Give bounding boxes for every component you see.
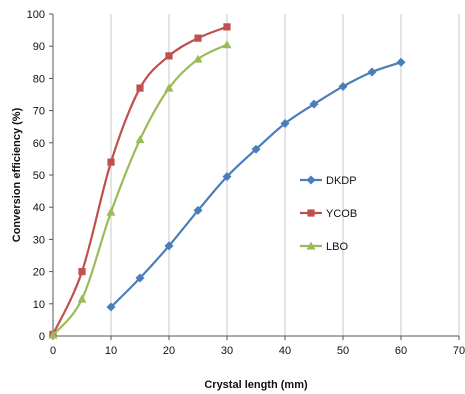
x-tick-label: 10	[105, 345, 117, 357]
x-tick-label: 70	[453, 345, 465, 357]
data-point-dkdp	[106, 302, 116, 312]
y-tick-label: 0	[39, 331, 45, 343]
y-tick-label: 40	[33, 202, 45, 214]
legend-marker-lbo	[306, 241, 316, 250]
legend-label-ycob: YCOB	[326, 208, 357, 220]
legend-item-ycob: YCOB	[300, 208, 357, 220]
x-tick-label: 40	[279, 345, 291, 357]
series-layer	[48, 23, 406, 339]
data-point-dkdp	[193, 205, 203, 215]
y-tick-label: 30	[33, 234, 45, 246]
y-tick-label: 50	[33, 170, 45, 182]
data-point-dkdp	[280, 118, 290, 128]
data-point-lbo	[77, 294, 87, 303]
series-lbo	[48, 40, 232, 339]
data-point-lbo	[48, 330, 58, 339]
legend-item-dkdp: DKDP	[300, 175, 357, 187]
x-tick-label: 60	[395, 345, 407, 357]
series-dkdp	[106, 57, 406, 312]
data-point-lbo	[106, 207, 116, 216]
data-point-dkdp	[164, 241, 174, 251]
data-point-dkdp	[135, 273, 145, 283]
legend-item-lbo: LBO	[300, 241, 348, 253]
data-point-ycob	[194, 34, 202, 42]
legend-marker-dkdp	[306, 175, 316, 185]
data-point-dkdp	[222, 172, 232, 182]
data-point-ycob	[78, 268, 86, 276]
y-tick-label: 70	[33, 106, 45, 118]
data-point-ycob	[136, 84, 144, 92]
y-tick-label: 80	[33, 73, 45, 85]
x-tick-label: 30	[221, 345, 233, 357]
data-point-ycob	[165, 52, 173, 60]
data-point-dkdp	[367, 67, 377, 77]
y-tick-label: 10	[33, 299, 45, 311]
x-tick-label: 0	[50, 345, 56, 357]
data-point-dkdp	[396, 57, 406, 67]
data-point-dkdp	[309, 99, 319, 109]
y-tick-label: 100	[27, 9, 45, 21]
x-tick-label: 20	[163, 345, 175, 357]
data-point-lbo	[135, 135, 145, 144]
y-tick-label: 20	[33, 267, 45, 279]
data-point-ycob	[107, 158, 115, 166]
legend-label-lbo: LBO	[326, 241, 348, 253]
data-point-lbo	[164, 83, 174, 92]
y-axis-title: Conversion efficiency (%)	[11, 107, 23, 242]
x-tick-label: 50	[337, 345, 349, 357]
legend-label-dkdp: DKDP	[326, 175, 357, 187]
x-axis-title: Crystal length (mm)	[204, 379, 308, 391]
data-point-dkdp	[251, 144, 261, 154]
data-point-ycob	[223, 23, 231, 31]
axes: 0 10 20 30 40 50 60 70 0 10 20 30 40 50 60 70 80 90 100	[27, 9, 465, 357]
y-tick-label: 90	[33, 41, 45, 53]
legend-marker-ycob	[307, 209, 315, 217]
data-point-lbo	[193, 54, 203, 63]
data-point-lbo	[222, 40, 232, 49]
y-tick-label: 60	[33, 138, 45, 150]
data-point-dkdp	[338, 81, 348, 91]
legend: DKDP YCOB LBO	[300, 175, 357, 253]
